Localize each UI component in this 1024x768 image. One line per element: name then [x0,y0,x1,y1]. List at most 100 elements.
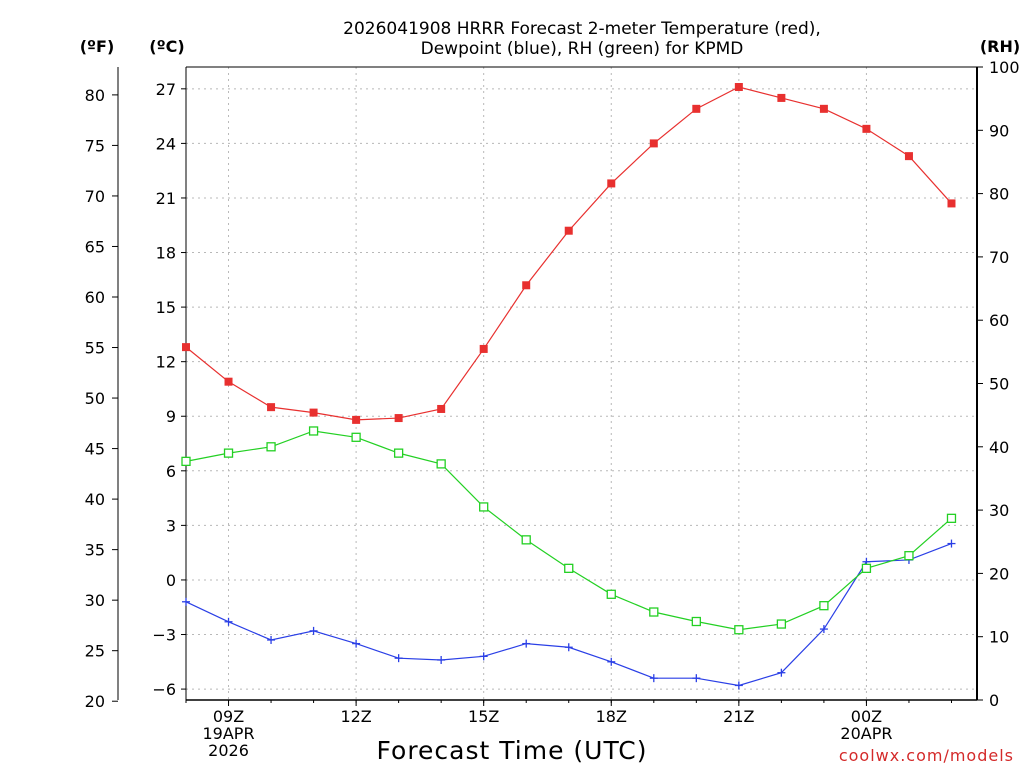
temperature-point [437,404,446,413]
rh-point [691,616,701,627]
rh-point [734,625,744,635]
dewpoint-point [564,643,573,652]
fahrenheit-tick-label: 60 [85,288,105,307]
rh-point [181,456,191,467]
rh-point [521,535,531,545]
temperature-point [182,343,190,352]
fahrenheit-tick-label: 65 [85,237,105,256]
x-tick-label: 19APR [202,724,254,743]
rh-point [649,607,659,617]
dewpoint-point [692,674,701,683]
temperature-point [862,124,871,133]
rh-point [776,619,787,629]
temperature-line [185,86,952,421]
x-tick-label: 20APR [840,724,892,743]
rh-tick-label: 30 [989,501,1009,520]
fahrenheit-tick-label: 30 [85,591,105,610]
dewpoint-point [224,617,233,626]
rh-unit-label: (RH) [980,37,1020,56]
fahrenheit-tick-label: 75 [85,136,105,155]
celsius-tick-label: 3 [166,516,176,535]
x-tick-label: 00Z [851,707,882,726]
dewpoint-point [947,539,956,548]
celsius-tick-label: 27 [156,80,176,99]
rh-tick-label: 40 [989,438,1009,457]
rh-line [185,430,952,631]
celsius-tick-label: 9 [166,407,176,426]
celsius-tick-label: −6 [152,680,176,699]
dewpoint-point [522,639,531,648]
temperature-point [522,281,531,290]
dewpoint-point [267,635,276,644]
rh-tick-label: 0 [989,691,999,710]
chart-title-line-2: Dewpoint (blue), RH (green) for KPMD [421,39,744,59]
temperature-point [734,83,743,92]
rh-tick-label: 10 [989,628,1009,647]
rh-point [904,551,914,561]
fahrenheit-tick-label: 20 [85,692,105,711]
temperature-point [394,414,403,423]
celsius-tick-label: 0 [166,571,176,590]
celsius-unit-label: (ºC) [149,37,184,56]
fahrenheit-tick-label: 45 [85,440,105,459]
fahrenheit-tick-label: 80 [85,86,105,105]
celsius-tick-label: 6 [166,462,176,481]
temperature-point [309,408,318,417]
dewpoint-point [479,652,488,661]
x-tick-label: 2026 [208,741,249,760]
dewpoint-point [352,639,361,648]
x-tick-label: 12Z [340,707,371,726]
dewpoint-point [437,655,446,664]
dewpoint-point [819,625,828,634]
temperature-point [819,104,828,113]
temperature-point [479,344,488,353]
dewpoint-point [777,668,786,677]
dewpoint-point [182,597,190,606]
rh-tick-label: 100 [989,58,1020,77]
rh-point [819,601,829,611]
temperature-point [564,226,573,235]
dewpoint-point [309,626,318,635]
dewpoint-point [394,654,403,663]
credit-text: coolwx.com/models [839,746,1014,765]
celsius-tick-label: 12 [156,353,176,372]
x-tick-label: 18Z [596,707,627,726]
x-tick-label: 21Z [723,707,754,726]
dewpoint-point [734,681,743,690]
rh-point [479,502,489,512]
x-axis-label: Forecast Time (UTC) [377,736,648,765]
grid-lines [186,67,977,700]
fahrenheit-unit-label: (ºF) [80,37,115,56]
rh-point [223,448,234,458]
celsius-tick-label: 21 [156,189,176,208]
rh-tick-label: 70 [989,248,1009,267]
rh-point [606,589,616,599]
rh-point [861,563,872,573]
celsius-tick-label: 24 [156,134,176,153]
rh-tick-label: 90 [989,121,1009,140]
celsius-tick-label: 18 [156,244,176,263]
rh-tick-label: 80 [989,185,1009,204]
fahrenheit-tick-label: 70 [85,187,105,206]
rh-tick-label: 50 [989,375,1009,394]
fahrenheit-tick-label: 35 [85,541,105,560]
temperature-point [692,104,701,113]
dewpoint-point [649,674,658,683]
rh-point [436,459,446,469]
rh-point [393,448,404,458]
temperature-point [224,377,233,386]
dewpoint-point [607,657,616,666]
fahrenheit-tick-label: 50 [85,389,105,408]
fahrenheit-tick-label: 40 [85,490,105,509]
temperature-point [904,152,913,161]
temperature-point [649,139,658,148]
x-tick-label: 09Z [213,707,244,726]
temperature-point [352,415,361,424]
chart-title-line-1: 2026041908 HRRR Forecast 2-meter Tempera… [343,19,821,39]
celsius-tick-label: 15 [156,298,176,317]
rh-tick-label: 20 [989,564,1009,583]
fahrenheit-tick-label: 25 [85,642,105,661]
celsius-tick-label: −3 [152,626,176,645]
